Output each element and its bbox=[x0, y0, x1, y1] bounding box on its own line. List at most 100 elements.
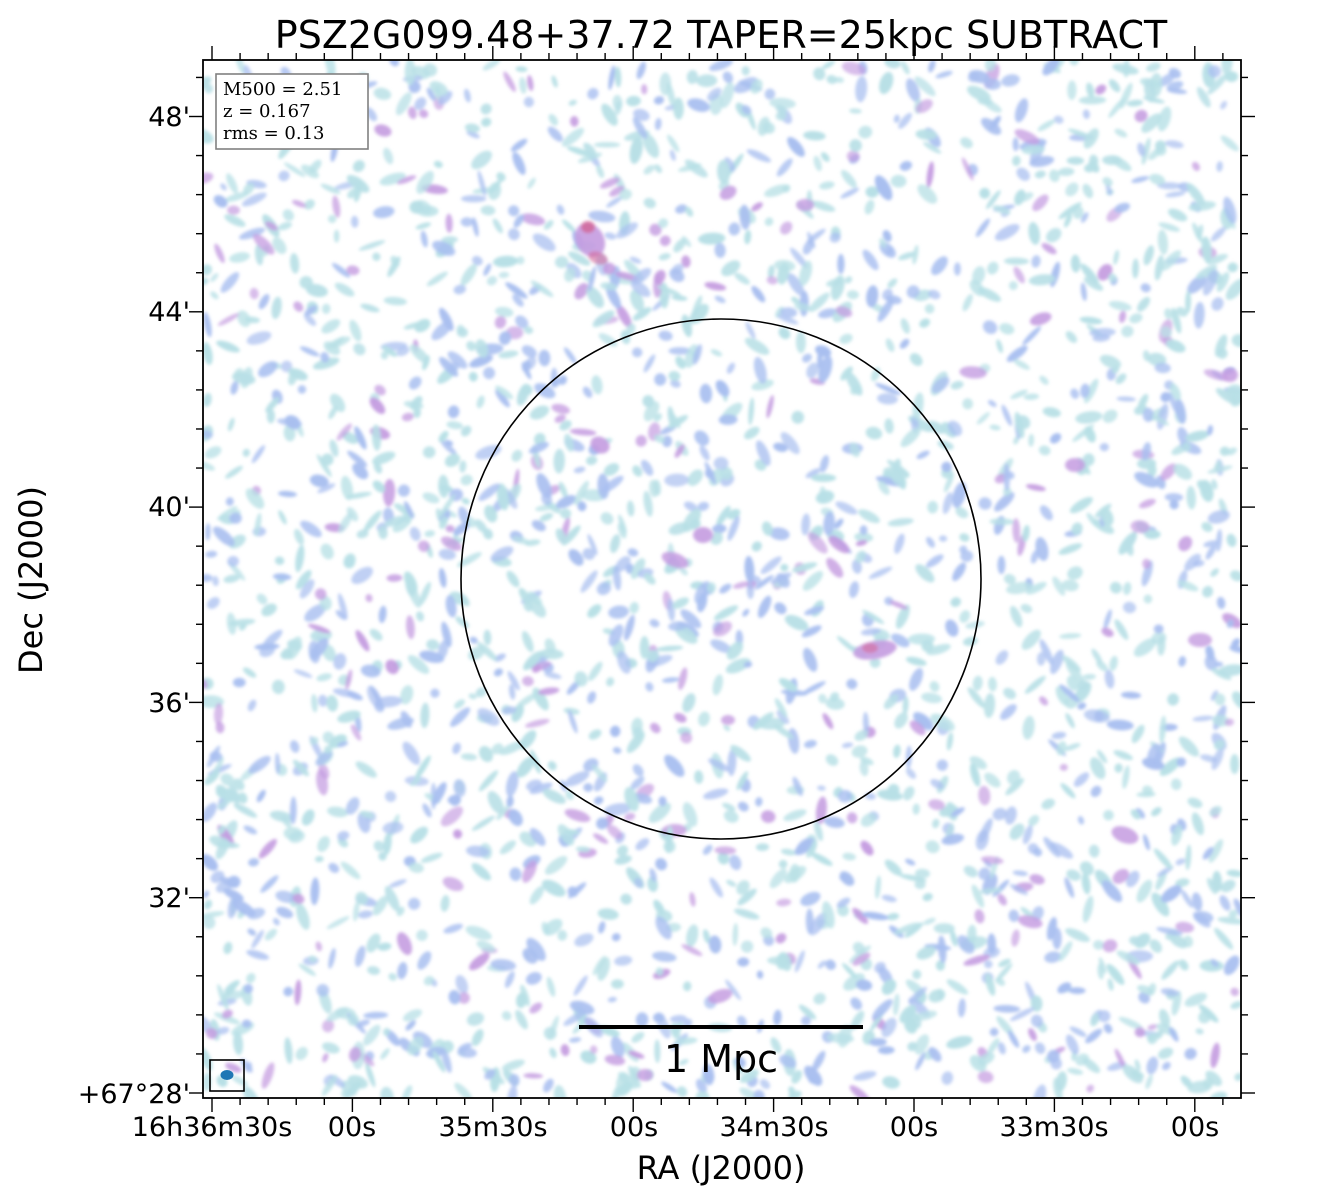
noise-blob bbox=[375, 696, 403, 708]
noise-blob bbox=[558, 375, 568, 385]
noise-blob bbox=[1214, 693, 1226, 706]
noise-blob bbox=[276, 906, 294, 919]
noise-blob bbox=[1070, 254, 1081, 273]
noise-blob bbox=[641, 84, 648, 95]
noise-blob bbox=[1082, 183, 1094, 199]
noise-blob bbox=[846, 290, 859, 300]
noise-blob bbox=[1184, 1048, 1197, 1060]
noise-blob bbox=[1137, 393, 1149, 410]
noise-blob bbox=[1016, 167, 1030, 181]
noise-blob bbox=[1113, 249, 1120, 265]
noise-blob bbox=[1038, 445, 1051, 456]
noise-blob bbox=[1103, 809, 1114, 821]
noise-blob bbox=[649, 223, 662, 236]
noise-blob bbox=[229, 783, 240, 805]
noise-blob bbox=[992, 807, 1007, 821]
noise-blob bbox=[1080, 383, 1090, 398]
noise-blob bbox=[736, 771, 749, 791]
noise-blob bbox=[322, 1019, 335, 1033]
bright-blob bbox=[590, 436, 610, 454]
noise-blob bbox=[716, 505, 731, 527]
noise-blob bbox=[817, 785, 826, 791]
noise-blob bbox=[490, 959, 517, 971]
noise-blob bbox=[756, 970, 764, 979]
noise-blob bbox=[1058, 543, 1083, 555]
noise-blob bbox=[776, 710, 790, 725]
noise-blob bbox=[1141, 442, 1152, 461]
noise-blob bbox=[509, 867, 522, 881]
noise-blob bbox=[1059, 684, 1080, 703]
noise-blob bbox=[471, 862, 491, 881]
noise-blob bbox=[950, 929, 958, 947]
noise-blob bbox=[532, 664, 542, 673]
noise-blob bbox=[639, 636, 650, 659]
noise-blob bbox=[919, 318, 931, 328]
noise-blob bbox=[600, 282, 618, 291]
noise-blob bbox=[686, 924, 699, 948]
noise-blob bbox=[668, 621, 688, 631]
noise-blob bbox=[930, 779, 944, 789]
noise-blob bbox=[610, 1036, 625, 1058]
noise-blob bbox=[708, 988, 733, 1004]
noise-blob bbox=[1104, 669, 1115, 689]
noise-blob bbox=[217, 984, 229, 1011]
noise-blob bbox=[243, 825, 258, 835]
noise-blob bbox=[1210, 226, 1226, 242]
noise-blob bbox=[1136, 791, 1156, 798]
noise-blob bbox=[895, 604, 910, 629]
noise-blob bbox=[471, 150, 492, 170]
noise-blob bbox=[1157, 403, 1169, 430]
noise-blob bbox=[854, 729, 869, 741]
noise-blob bbox=[523, 651, 543, 671]
noise-blob bbox=[685, 206, 694, 217]
noise-blob bbox=[1012, 518, 1021, 543]
noise-blob bbox=[495, 385, 514, 400]
noise-blob bbox=[755, 797, 763, 807]
noise-blob bbox=[593, 833, 609, 844]
noise-blob bbox=[1220, 879, 1236, 893]
info-box bbox=[215, 73, 369, 150]
noise-blob bbox=[543, 1078, 554, 1093]
noise-blob bbox=[453, 779, 466, 798]
noise-blob bbox=[460, 425, 472, 437]
noise-blob bbox=[997, 893, 1007, 906]
noise-blob bbox=[564, 267, 576, 282]
noise-blob bbox=[741, 104, 752, 115]
noise-blob bbox=[292, 893, 305, 904]
noise-blob bbox=[389, 879, 407, 888]
noise-blob bbox=[908, 986, 927, 1004]
noise-blob bbox=[519, 77, 527, 94]
noise-blob bbox=[616, 222, 638, 239]
noise-blob bbox=[1116, 950, 1140, 965]
noise-blob bbox=[723, 810, 739, 823]
noise-blob bbox=[1226, 533, 1237, 547]
noise-blob bbox=[984, 772, 1001, 788]
noise-blob bbox=[220, 272, 240, 293]
noise-blob bbox=[423, 975, 434, 986]
noise-blob bbox=[1080, 282, 1087, 302]
noise-blob bbox=[328, 862, 340, 873]
noise-blob bbox=[440, 536, 462, 551]
noise-blob bbox=[854, 532, 874, 543]
noise-blob bbox=[333, 229, 340, 243]
noise-blob bbox=[475, 444, 502, 460]
noise-blob bbox=[526, 937, 546, 961]
noise-blob bbox=[1082, 895, 1094, 923]
noise-blob bbox=[346, 691, 363, 701]
noise-blob bbox=[1144, 78, 1156, 103]
info-rms: rms = 0.13 bbox=[223, 123, 325, 144]
noise-blob bbox=[258, 838, 277, 859]
noise-blob bbox=[1169, 383, 1181, 401]
noise-blob bbox=[326, 695, 338, 712]
noise-blob bbox=[950, 380, 964, 390]
noise-blob bbox=[780, 307, 798, 318]
bright-blob bbox=[637, 1069, 653, 1081]
noise-blob bbox=[899, 338, 910, 349]
noise-blob bbox=[216, 340, 240, 353]
noise-blob bbox=[626, 95, 641, 107]
noise-blob bbox=[992, 205, 1011, 215]
noise-blob bbox=[1077, 702, 1087, 710]
noise-blob bbox=[247, 699, 257, 712]
dec-tick-label: 44' bbox=[148, 297, 190, 328]
noise-blob bbox=[689, 303, 709, 325]
